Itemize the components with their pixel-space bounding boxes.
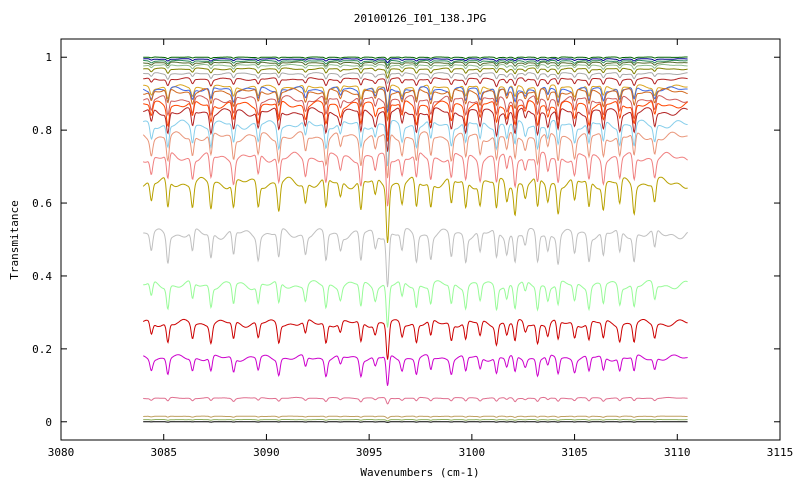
series-line-5 [143,67,688,79]
x-axis-label: Wavenumbers (cm-1) [360,466,479,479]
series-line-23 [143,415,688,419]
x-tick-label-5: 3105 [561,446,588,459]
series-line-6 [143,72,688,85]
series-line-18 [143,228,688,288]
series-line-4 [143,64,688,74]
series-line-1 [143,58,688,64]
chart-title: 20100126_I01_138.JPG [354,12,486,25]
series-line-11 [142,95,688,136]
series-line-14 [143,119,688,167]
plot-frame [60,38,781,441]
x-tick-label-1: 3085 [150,446,177,459]
x-tick-label-6: 3110 [664,446,691,459]
x-tick-label-0: 3080 [48,446,75,459]
x-tick-label-7: 3115 [767,446,794,459]
series-line-21 [143,354,688,386]
y-tick-label-1: 0.2 [32,343,52,356]
x-tick-label-3: 3095 [356,446,383,459]
y-tick-label-5: 1 [45,51,52,64]
series-line-24 [143,418,688,422]
series-line-17 [142,176,688,243]
x-tick-label-4: 3100 [459,446,486,459]
series-line-7 [143,77,688,93]
series-line-10 [143,88,688,122]
y-tick-label-0: 0 [45,416,52,429]
tick-layer: 3080 3085 3090 3095 3100 3105 3110 3115 0 0.2 0.4 0… [32,39,793,459]
series-layer [142,56,688,423]
x-tick-label-2: 3090 [253,446,280,459]
y-axis-label: Transmitance [8,200,21,279]
series-line-22 [143,396,688,405]
series-line-20 [142,318,688,360]
y-tick-label-2: 0.4 [32,270,52,283]
series-line-0 [143,56,688,61]
series-line-2 [143,59,688,67]
series-line-3 [143,61,688,70]
series-line-12 [143,100,688,142]
series-line-15 [142,131,688,179]
y-tick-label-4: 0.8 [32,124,52,137]
series-line-13 [143,107,688,152]
y-tick-label-3: 0.6 [32,197,52,210]
series-line-25 [143,421,688,423]
series-line-16 [142,151,688,207]
series-line-19 [143,280,688,328]
